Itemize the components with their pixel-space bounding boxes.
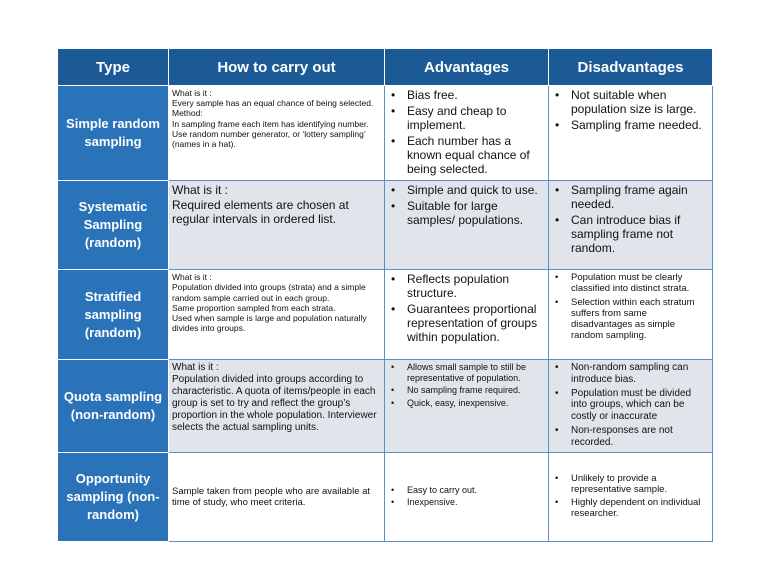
disadvantage-item: Selection within each stratum suffers fr… xyxy=(555,297,709,341)
disadvantages-list: Sampling frame again needed.Can introduc… xyxy=(552,183,709,255)
disadvantage-item: Non-random sampling can introduce bias. xyxy=(555,362,709,385)
type-cell: Systematic Sampling (random) xyxy=(57,180,169,271)
how-text: Same proportion sampled from each strata… xyxy=(172,302,336,313)
header-cell: Type xyxy=(57,48,169,86)
advantage-item: Each number has a known equal chance of … xyxy=(391,134,545,176)
table-row: Opportunity sampling (non-random) Sample … xyxy=(57,452,713,543)
how-text: Every sample has an equal chance of bein… xyxy=(172,98,374,109)
advantage-item: Inexpensive. xyxy=(391,497,545,508)
table-row: Stratified sampling (random) What is it :… xyxy=(57,269,713,361)
sampling-table: Type How to carry out Advantages Disadva… xyxy=(57,48,713,543)
advantages-list: Bias free. Easy and cheap to implement.Ea… xyxy=(388,88,545,176)
disadvantages-list: Non-random sampling can introduce bias. P… xyxy=(552,362,709,448)
disadvantages-cell: Sampling frame again needed.Can introduc… xyxy=(548,180,713,271)
how-text: Method: xyxy=(172,108,203,119)
how-text: What is it : xyxy=(172,362,219,374)
how-text: Population divided into groups (strata) … xyxy=(172,282,366,303)
advantages-list: Allows small sample to still be represen… xyxy=(388,362,545,408)
how-text: Used when sample is large and population… xyxy=(172,313,367,334)
type-cell: Stratified sampling (random) xyxy=(57,269,169,361)
table-row: Simple random sampling What is it : Every … xyxy=(57,84,713,182)
disadvantage-item: Not suitable when population size is lar… xyxy=(555,88,709,116)
header-cell: How to carry out xyxy=(168,48,385,86)
how-cell: What is it : Required elements are chosen… xyxy=(168,180,385,271)
advantage-item: Quick, easy, inexpensive. xyxy=(391,398,545,409)
disadvantage-item: Population must be divided into groups, … xyxy=(555,388,709,423)
disadvantages-cell: Unlikely to provide a representative sam… xyxy=(548,452,713,543)
how-text: In sampling frame each item has identify… xyxy=(172,118,369,150)
how-text: What is it : xyxy=(172,183,229,198)
disadvantage-item: Can introduce bias if sampling frame not… xyxy=(555,213,709,255)
advantage-item: No sampling frame required. xyxy=(391,385,545,396)
disadvantages-cell: Non-random sampling can introduce bias. P… xyxy=(548,359,713,454)
disadvantages-cell: Not suitable when population size is lar… xyxy=(548,84,713,182)
header-cell: Disadvantages xyxy=(548,48,713,86)
advantages-cell: Reflects population structure.Guarantees… xyxy=(384,269,549,361)
disadvantages-list: Population must be clearly classified in… xyxy=(552,272,709,341)
disadvantages-cell: Population must be clearly classified in… xyxy=(548,269,713,361)
table-row: Quota sampling (non-random) What is it :P… xyxy=(57,359,713,454)
how-text: Population divided into groups according… xyxy=(172,374,377,434)
advantage-item: Allows small sample to still be represen… xyxy=(391,362,545,383)
advantages-list: Simple and quick to use. Suitable for lar… xyxy=(388,183,545,227)
advantages-cell: Allows small sample to still be represen… xyxy=(384,359,549,454)
type-cell: Simple random sampling xyxy=(57,84,169,182)
how-cell: What is it : Every sample has an equal ch… xyxy=(168,84,385,182)
sampling-table-container: Type How to carry out Advantages Disadva… xyxy=(57,48,713,543)
disadvantages-list: Not suitable when population size is lar… xyxy=(552,88,709,132)
advantage-item: Suitable for large samples/ populations. xyxy=(391,199,545,227)
how-text: Sample taken from people who are availab… xyxy=(172,485,371,509)
how-text: Required elements are chosen at regular … xyxy=(172,197,349,227)
advantage-item: Bias free. xyxy=(391,88,545,102)
disadvantages-list: Unlikely to provide a representative sam… xyxy=(552,473,709,519)
advantages-cell: Bias free. Easy and cheap to implement.Ea… xyxy=(384,84,549,182)
how-cell: Sample taken from people who are availab… xyxy=(168,452,385,543)
advantage-item: Simple and quick to use. xyxy=(391,183,545,197)
disadvantage-item: Population must be clearly classified in… xyxy=(555,272,709,294)
type-cell: Opportunity sampling (non-random) xyxy=(57,452,169,543)
how-text: What is it : xyxy=(172,272,212,283)
advantages-cell: Easy to carry out.Inexpensive. xyxy=(384,452,549,543)
table-row: Systematic Sampling (random) What is it :… xyxy=(57,180,713,271)
disadvantage-item: Unlikely to provide a representative sam… xyxy=(555,473,709,495)
how-cell: What is it : Population divided into grou… xyxy=(168,269,385,361)
advantage-item: Easy to carry out. xyxy=(391,485,545,496)
disadvantage-item: Non-responses are not recorded. xyxy=(555,425,709,448)
disadvantage-item: Sampling frame needed. xyxy=(555,118,709,132)
advantages-cell: Simple and quick to use. Suitable for lar… xyxy=(384,180,549,271)
type-cell: Quota sampling (non-random) xyxy=(57,359,169,454)
header-row: Type How to carry out Advantages Disadva… xyxy=(57,48,713,86)
disadvantage-item: Sampling frame again needed. xyxy=(555,183,709,211)
advantages-list: Easy to carry out.Inexpensive. xyxy=(388,485,545,508)
advantage-item: Guarantees proportional representation o… xyxy=(391,302,545,344)
advantages-list: Reflects population structure.Guarantees… xyxy=(388,272,545,344)
disadvantage-item: Highly dependent on individual researche… xyxy=(555,497,709,519)
header-cell: Advantages xyxy=(384,48,549,86)
advantage-item: Reflects population structure. xyxy=(391,272,545,300)
advantage-item: Easy and cheap to implement. xyxy=(391,104,545,132)
how-text: What is it : xyxy=(172,88,212,98)
how-cell: What is it : Population divided into grou… xyxy=(168,359,385,454)
